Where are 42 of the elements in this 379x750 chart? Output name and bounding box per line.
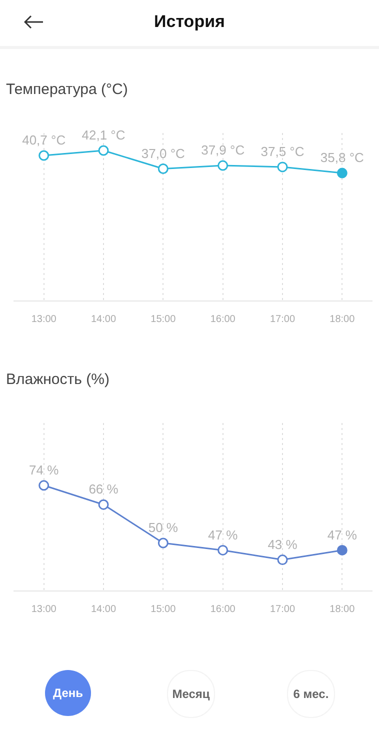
data-label: 37,5 °C bbox=[260, 144, 304, 160]
text: 6 мес. bbox=[287, 670, 335, 718]
x-tick-label: 16:00 bbox=[210, 314, 236, 325]
point bbox=[277, 554, 288, 566]
text: Месяц bbox=[167, 670, 215, 718]
data-label: 43 % bbox=[268, 536, 298, 552]
data-label: 42,1 °C bbox=[82, 128, 126, 143]
x-tick-label: 14:00 bbox=[90, 314, 116, 325]
data-label: 40,7 °C bbox=[22, 132, 66, 148]
point bbox=[158, 538, 168, 548]
point bbox=[336, 168, 348, 178]
x-tick-label: 15:00 bbox=[150, 604, 176, 615]
data-label: 37,0 °C bbox=[141, 146, 185, 161]
x-tick-label: 18:00 bbox=[330, 604, 356, 615]
x-tick-label: 17:00 bbox=[270, 604, 296, 615]
point bbox=[158, 163, 168, 174]
data-label: 47 % bbox=[327, 527, 358, 542]
data-label: 50 % bbox=[148, 520, 178, 536]
chart-title: Влажность (%) bbox=[6, 371, 110, 388]
data-label: 35,8 °C bbox=[320, 150, 364, 166]
point bbox=[38, 150, 50, 161]
data-label: 66 % bbox=[88, 482, 119, 497]
data-label: 47 % bbox=[208, 527, 238, 542]
x-tick-label: 16:00 bbox=[210, 604, 236, 615]
point bbox=[98, 145, 109, 156]
point bbox=[218, 160, 228, 171]
x-tick-label: 17:00 bbox=[270, 314, 296, 325]
x-tick-label: 14:00 bbox=[90, 604, 116, 615]
point bbox=[38, 480, 50, 491]
chart-title: Температура (°C) bbox=[6, 81, 128, 98]
data-label: 74 % bbox=[29, 462, 60, 478]
x-tick-label: 15:00 bbox=[150, 314, 176, 325]
point bbox=[98, 499, 109, 510]
point bbox=[277, 162, 288, 172]
point bbox=[336, 544, 348, 556]
data-label: 37,9 °C bbox=[201, 142, 245, 158]
text: История bbox=[153, 12, 226, 32]
x-tick-label: 13:00 bbox=[31, 314, 57, 325]
point bbox=[218, 544, 228, 556]
x-tick-label: 18:00 bbox=[330, 314, 356, 325]
x-tick-label: 13:00 bbox=[31, 604, 57, 615]
text: День bbox=[45, 670, 91, 716]
